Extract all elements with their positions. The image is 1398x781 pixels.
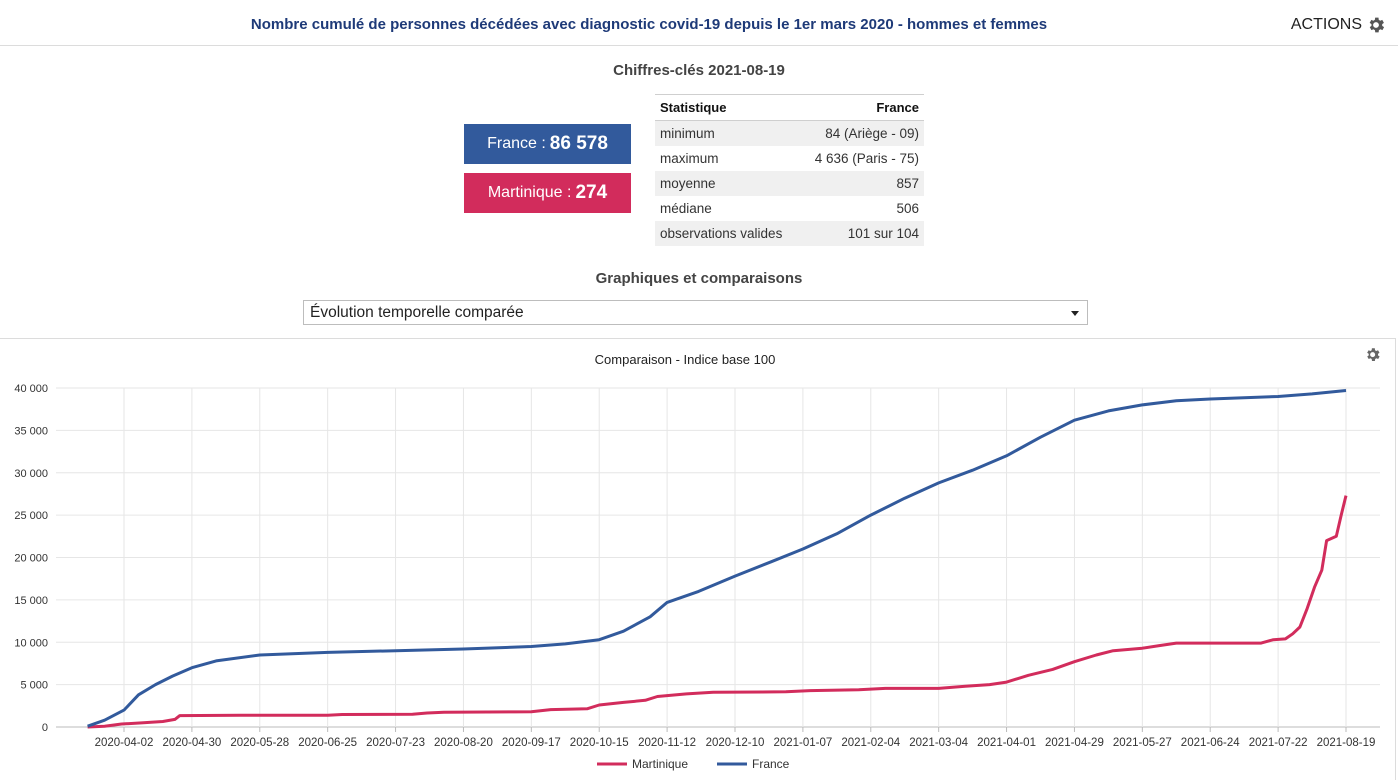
stats-header-row: Statistique France — [655, 94, 924, 121]
y-tick-label: 10 000 — [14, 637, 48, 649]
x-tick-label: 2020-04-30 — [162, 737, 221, 749]
y-tick-label: 15 000 — [14, 595, 48, 607]
x-tick-label: 2021-05-27 — [1113, 737, 1172, 749]
legend-label: Martinique — [632, 757, 688, 771]
x-tick-label: 2021-06-24 — [1181, 737, 1240, 749]
x-tick-label: 2020-11-12 — [638, 737, 696, 749]
table-row: minimum 84 (Ariège - 09) — [655, 120, 924, 146]
stat-label: médiane — [660, 201, 712, 216]
y-tick-label: 25 000 — [14, 510, 48, 522]
kpi-france: France : 86 578 — [464, 124, 631, 164]
stat-value: 506 — [896, 201, 919, 216]
x-tick-label: 2020-09-17 — [502, 737, 561, 749]
stats-table: Statistique France minimum 84 (Ariège - … — [655, 94, 924, 246]
page-title: Nombre cumulé de personnes décédées avec… — [250, 16, 1048, 33]
x-tick-label: 2021-07-22 — [1249, 737, 1308, 749]
chevron-down-icon — [1071, 311, 1079, 316]
stat-label: moyenne — [655, 171, 800, 196]
top-bar: Nombre cumulé de personnes décédées avec… — [0, 0, 1398, 46]
stat-label: maximum — [660, 151, 719, 166]
x-tick-label: 2021-08-19 — [1317, 737, 1376, 749]
x-tick-label: 2021-01-07 — [773, 737, 832, 749]
series-line-france — [87, 389, 1347, 728]
chart-type-selected: Évolution temporelle comparée — [310, 304, 524, 321]
kpi-martinique-label: Martinique : — [487, 184, 572, 201]
x-tick-label: 2021-04-29 — [1045, 737, 1104, 749]
chart-grid — [56, 387, 1380, 728]
x-tick-label: 2020-12-10 — [706, 737, 765, 749]
x-tick-label: 2021-04-01 — [977, 737, 1036, 749]
stats-header-statistique: Statistique — [655, 94, 800, 121]
table-row: observations valides 101 sur 104 — [655, 221, 924, 246]
table-row: médiane 506 — [655, 196, 924, 221]
series-line-martinique — [87, 495, 1348, 729]
legend-label: France — [752, 757, 790, 771]
y-tick-label: 40 000 — [14, 383, 48, 395]
chart-lines — [87, 389, 1348, 729]
stat-label: minimum — [655, 120, 800, 146]
chart-type-select[interactable]: Évolution temporelle comparée — [303, 300, 1088, 325]
y-tick-label: 35 000 — [14, 425, 48, 437]
key-figures-title: Chiffres-clés 2021-08-19 — [613, 62, 785, 79]
x-tick-label: 2020-05-28 — [230, 737, 289, 749]
y-tick-label: 30 000 — [14, 468, 48, 480]
chart-legend: Martinique France — [597, 757, 790, 771]
kpi-france-label: France : — [487, 135, 546, 152]
stat-value: 857 — [799, 171, 924, 196]
kpi-martinique-value: 274 — [575, 182, 608, 203]
x-tick-label: 2020-08-20 — [434, 737, 493, 749]
graphs-title: Graphiques et comparaisons — [595, 270, 803, 287]
chart-gear-icon[interactable] — [1367, 348, 1380, 361]
x-tick-label: 2020-04-02 — [95, 737, 154, 749]
actions-button[interactable]: ACTIONS — [1291, 15, 1386, 35]
x-tick-label: 2021-02-04 — [841, 737, 900, 749]
x-tick-label: 2020-10-15 — [570, 737, 629, 749]
x-tick-label: 2020-07-23 — [366, 737, 425, 749]
table-row: moyenne 857 — [655, 171, 924, 196]
stat-value: 84 (Ariège - 09) — [799, 120, 924, 146]
stat-label: observations valides — [655, 221, 800, 246]
x-tick-label: 2020-06-25 — [298, 737, 357, 749]
actions-label: ACTIONS — [1290, 16, 1362, 33]
chart-panel: 0 5 000 10 000 15 000 20 000 25 000 30 000 35 0… — [0, 338, 1396, 780]
kpi-france-value: 86 578 — [549, 133, 608, 154]
y-tick-label: 20 000 — [14, 553, 48, 565]
comparison-chart: 0 5 000 10 000 15 000 20 000 25 000 30 000 35 0… — [14, 348, 1380, 771]
x-tick-label: 2021-03-04 — [909, 737, 968, 749]
stats-header-france: France — [799, 94, 924, 121]
stat-value: 101 sur 104 — [799, 221, 924, 246]
y-tick-label: 0 — [42, 722, 48, 734]
chart-title: Comparaison - Indice base 100 — [595, 352, 776, 367]
table-row: maximum 4 636 (Paris - 75) — [655, 146, 924, 171]
gear-icon — [1369, 17, 1385, 33]
kpi-martinique: Martinique : 274 — [464, 173, 631, 213]
y-tick-label: 5 000 — [20, 680, 48, 692]
stat-value: 4 636 (Paris - 75) — [814, 151, 919, 166]
chart-axes: 0 5 000 10 000 15 000 20 000 25 000 30 000 35 0… — [14, 383, 1375, 749]
